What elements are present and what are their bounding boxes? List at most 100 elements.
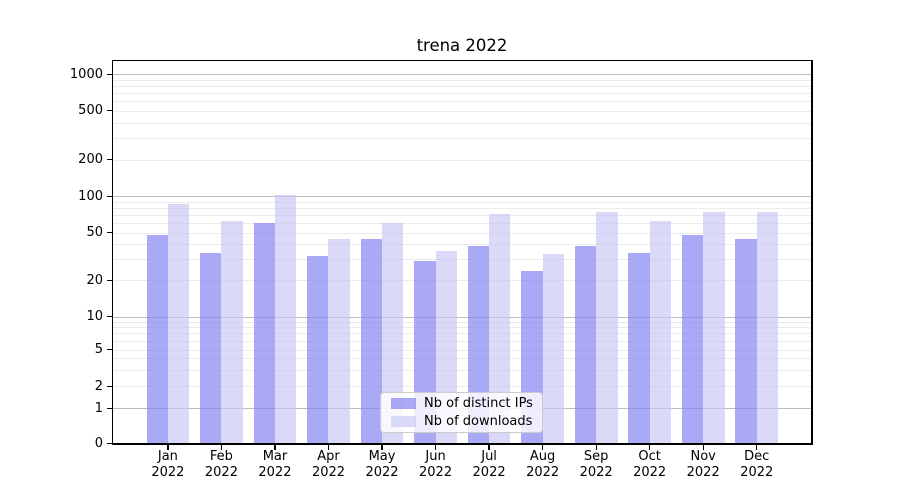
spine-top <box>111 59 813 61</box>
gridline-minor <box>113 214 811 216</box>
bar-distinct-ips <box>146 234 168 443</box>
bar-downloads <box>596 211 618 443</box>
legend-swatch-distinct-ips <box>391 398 416 409</box>
gridline-minor <box>113 333 811 335</box>
x-tick-mark <box>381 444 383 450</box>
legend-label-downloads: Nb of downloads <box>424 414 533 429</box>
gridline-minor <box>113 85 811 87</box>
gridline-minor <box>113 92 811 94</box>
bar-downloads <box>756 211 779 443</box>
x-tick-label: Sep 2022 <box>579 449 613 480</box>
gridline-minor <box>113 321 811 323</box>
x-tick-mark <box>327 444 330 450</box>
legend-label-distinct-ips: Nb of distinct IPs <box>424 396 533 411</box>
gridline-minor <box>113 369 811 371</box>
y-tick-mark <box>106 110 112 112</box>
x-tick-mark <box>595 444 597 450</box>
gridline-minor <box>113 327 811 329</box>
y-tick-mark <box>106 73 112 75</box>
y-tick-mark <box>106 442 112 444</box>
y-tick-mark <box>106 159 112 161</box>
x-tick-label: Mar 2022 <box>258 449 292 480</box>
x-tick-label: Jul 2022 <box>472 449 506 480</box>
bar-downloads <box>382 223 404 443</box>
x-tick-label: Jun 2022 <box>419 449 453 480</box>
gridline-minor <box>113 280 811 281</box>
bar-downloads <box>328 239 350 443</box>
bar-distinct-ips <box>307 255 329 443</box>
x-tick-mark <box>488 444 490 450</box>
y-tick-label: 0 <box>94 435 103 451</box>
y-tick-mark <box>106 316 112 318</box>
y-tick-label: 500 <box>78 103 103 119</box>
gridline-minor <box>113 386 811 387</box>
gridline-major <box>113 74 811 75</box>
x-tick-mark <box>756 444 758 450</box>
x-tick-label: Jan 2022 <box>151 449 185 480</box>
gridline-minor <box>113 137 811 139</box>
bar-downloads <box>274 195 297 443</box>
plot-area <box>113 61 811 443</box>
bar-distinct-ips <box>360 239 382 443</box>
legend-item-distinct-ips: Nb of distinct IPs <box>391 397 533 410</box>
y-tick-label: 10 <box>86 309 103 324</box>
y-tick-mark <box>106 232 112 234</box>
x-tick-mark <box>274 444 276 450</box>
bar-downloads <box>489 214 511 443</box>
gridline-minor <box>113 79 811 81</box>
x-tick-label: Feb 2022 <box>204 449 238 480</box>
chart-title: trena 2022 <box>416 36 508 55</box>
gridline-major <box>113 316 811 318</box>
x-tick-mark <box>434 444 437 450</box>
spine-left <box>111 59 113 445</box>
gridline-minor <box>113 101 811 103</box>
x-tick-mark <box>220 444 223 450</box>
y-tick-label: 200 <box>78 152 103 167</box>
bar-distinct-ips <box>253 223 275 443</box>
bar-downloads <box>167 203 190 443</box>
gridline-minor <box>113 232 811 234</box>
bar-downloads <box>703 211 725 443</box>
y-tick-label: 100 <box>78 188 103 204</box>
spine-right <box>811 59 813 445</box>
gridline-minor <box>113 207 811 209</box>
bar-distinct-ips <box>628 252 650 443</box>
x-tick-mark <box>649 444 651 450</box>
x-tick-label: May 2022 <box>365 449 399 480</box>
bar-distinct-ips <box>735 239 757 443</box>
gridline-minor <box>113 259 811 261</box>
legend-item-downloads: Nb of downloads <box>391 415 533 428</box>
gridline-minor <box>113 349 811 351</box>
x-tick-mark <box>542 444 544 450</box>
x-tick-label: Aug 2022 <box>526 449 560 480</box>
gridline-major <box>113 196 811 197</box>
gridline-minor <box>113 244 811 246</box>
bar-downloads <box>221 221 243 443</box>
gridline-minor <box>113 201 811 203</box>
y-tick-label: 5 <box>94 342 103 357</box>
bar-distinct-ips <box>574 245 597 443</box>
gridline-minor <box>113 110 811 112</box>
y-tick-mark <box>106 279 112 281</box>
gridline-minor <box>113 223 811 225</box>
y-tick-mark <box>106 385 112 387</box>
y-tick-label: 2 <box>94 378 103 394</box>
y-tick-label: 1 <box>94 400 103 416</box>
x-tick-mark <box>167 444 169 450</box>
gridline-minor <box>113 122 811 124</box>
bar-downloads <box>542 254 564 443</box>
bar-downloads <box>649 221 672 443</box>
bar-distinct-ips <box>681 234 704 443</box>
legend: Nb of distinct IPs Nb of downloads <box>380 392 543 433</box>
y-tick-mark <box>106 407 112 409</box>
bar-distinct-ips <box>200 252 222 443</box>
y-tick-mark <box>106 195 112 197</box>
gridline-minor <box>113 159 811 161</box>
x-tick-mark <box>702 444 704 450</box>
y-tick-label: 1000 <box>69 66 103 82</box>
y-tick-label: 50 <box>86 225 103 241</box>
x-tick-label: Apr 2022 <box>311 449 346 480</box>
spine-bottom <box>111 443 813 445</box>
gridline-minor <box>113 340 811 342</box>
